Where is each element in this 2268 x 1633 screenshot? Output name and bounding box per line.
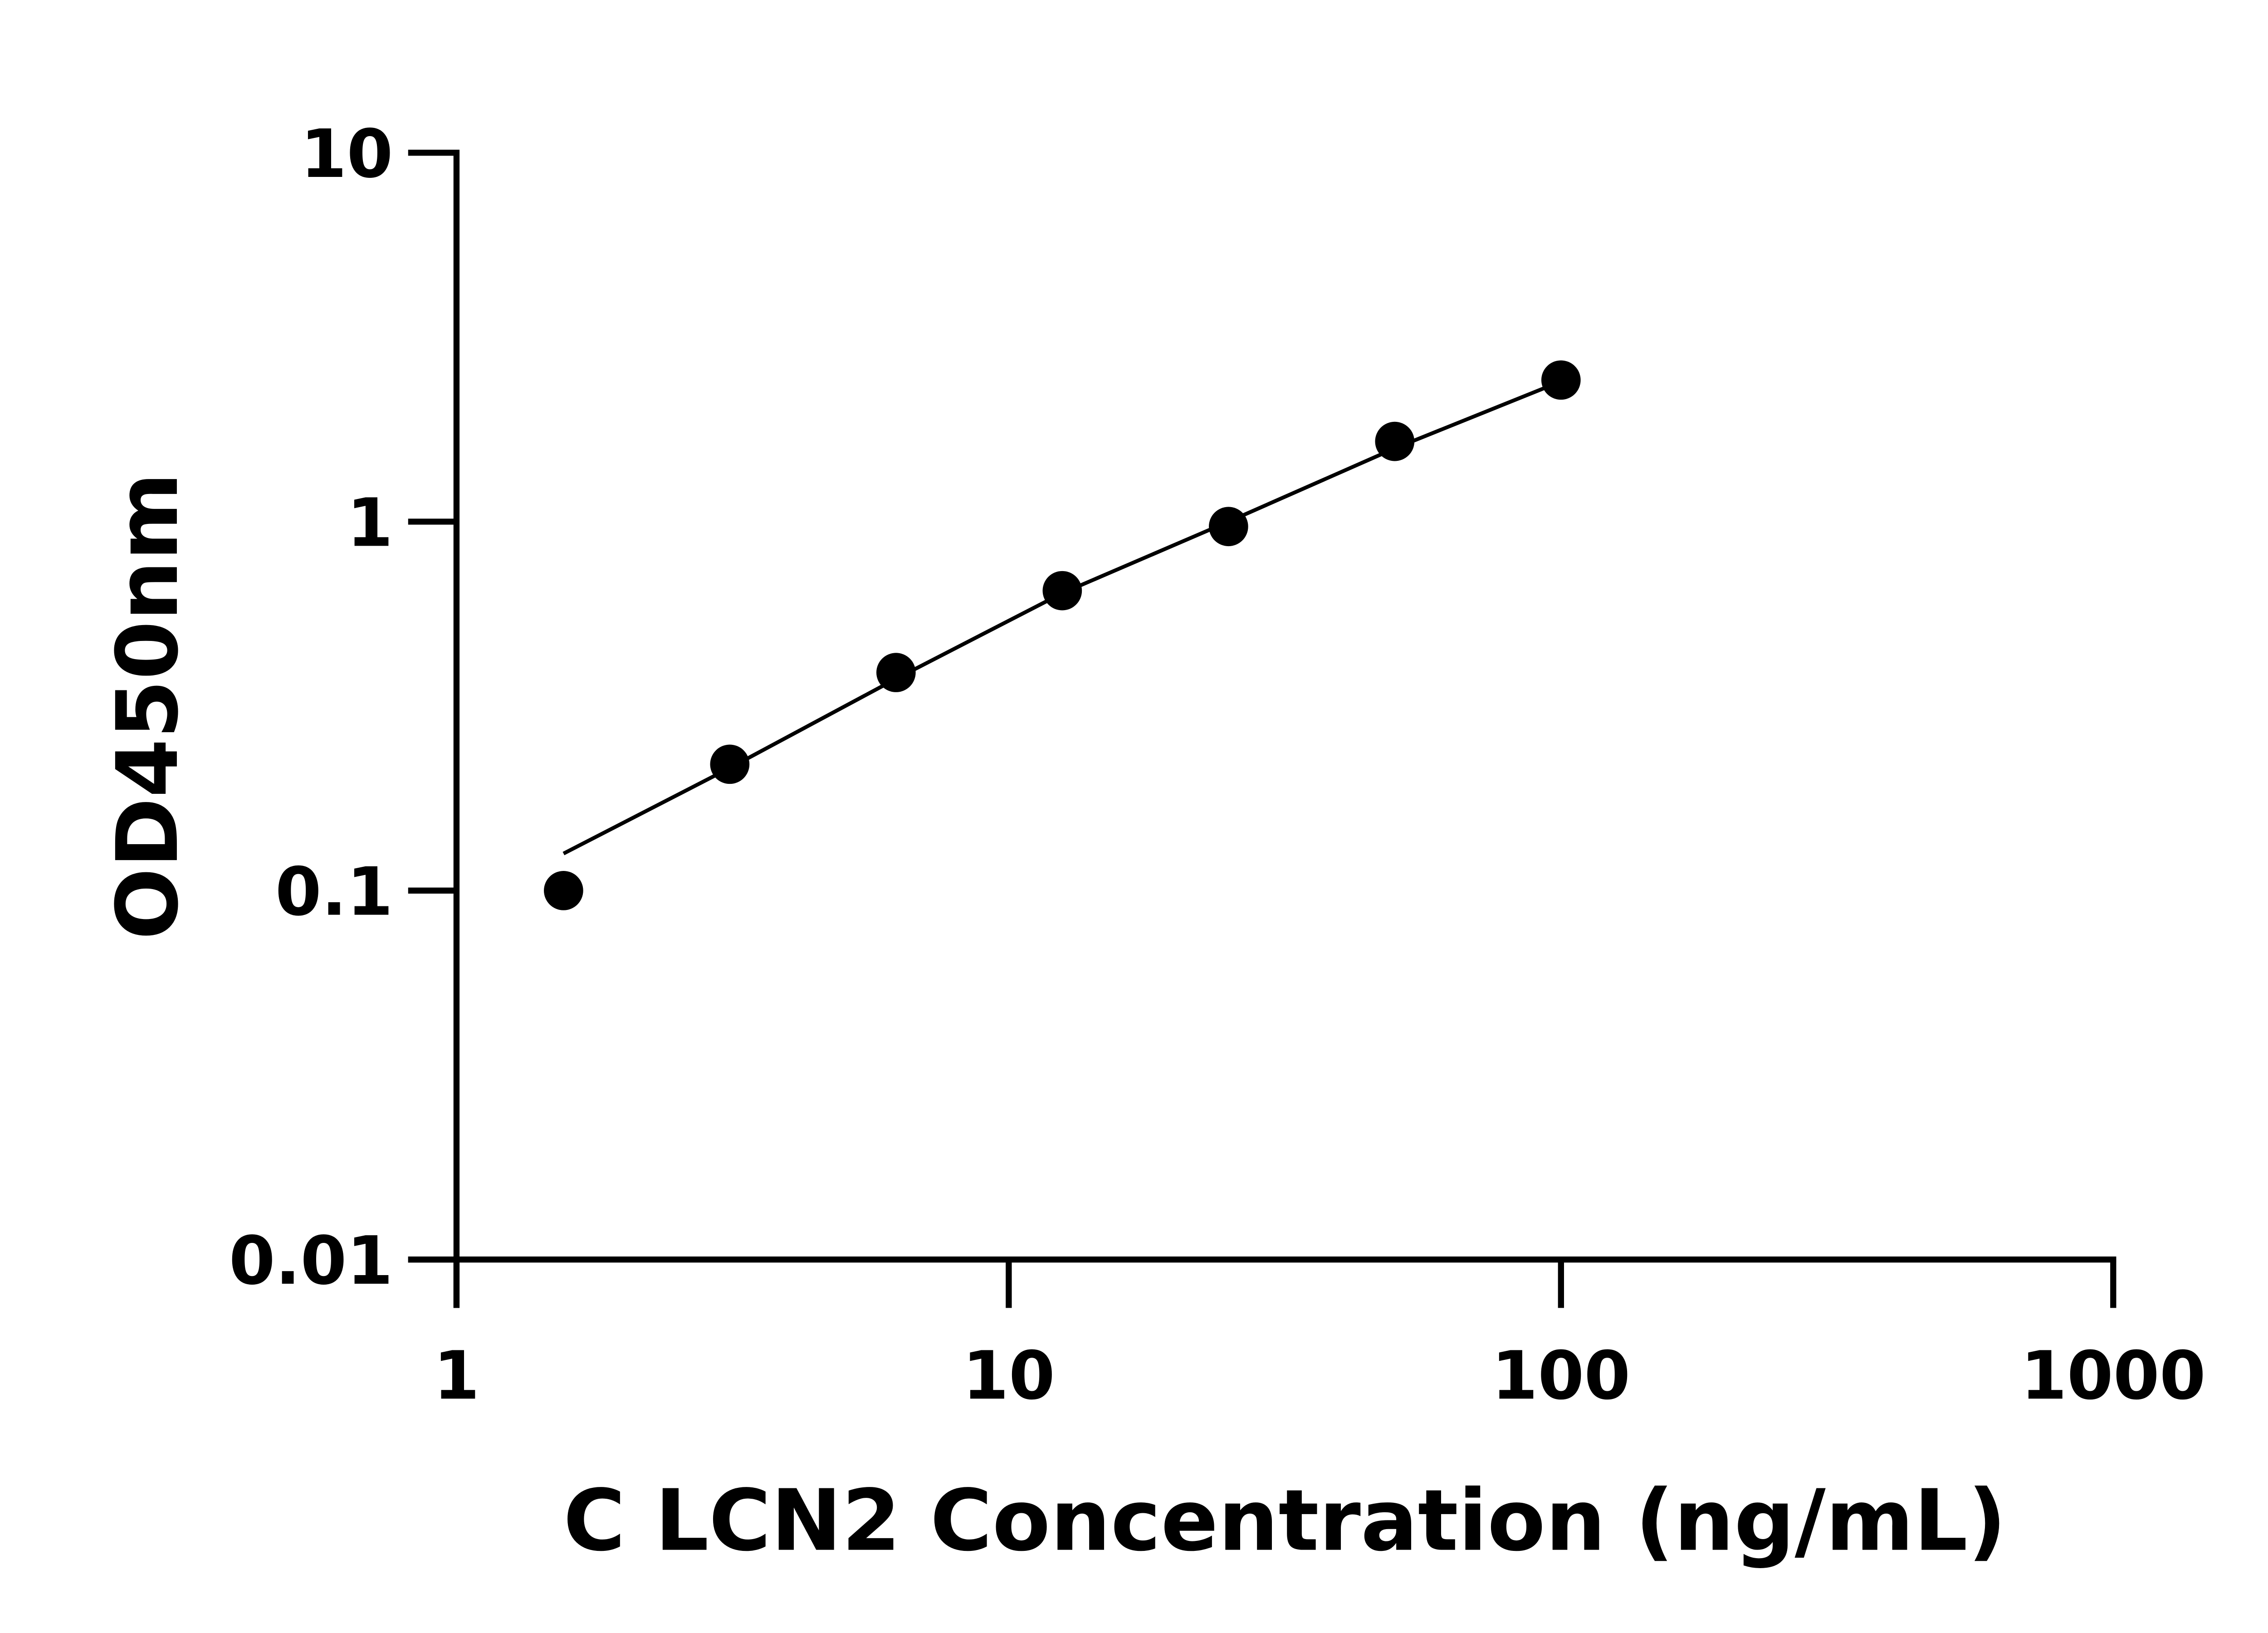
- y-tick-label: 1: [347, 484, 393, 562]
- y-axis-label: OD450nm: [99, 472, 197, 940]
- data-point: [544, 871, 583, 910]
- axes: [408, 150, 2116, 1308]
- data-point: [876, 653, 916, 692]
- data-point: [1042, 571, 1082, 611]
- y-tick-label: 0.1: [275, 853, 393, 931]
- data-point: [1541, 360, 1581, 400]
- data-point: [710, 744, 750, 784]
- data-point: [1209, 507, 1248, 547]
- fit-curve: [562, 379, 1562, 856]
- x-tick-label: 100: [1491, 1337, 1630, 1414]
- y-tick-label: 10: [300, 115, 393, 193]
- x-tick-label: 1000: [2021, 1337, 2206, 1414]
- y-tick-label: 0.01: [229, 1222, 393, 1300]
- data-point: [1375, 421, 1415, 461]
- x-tick-label: 1: [433, 1337, 479, 1414]
- x-axis-label: C LCN2 Concentration (ng/mL): [563, 1472, 2007, 1570]
- x-tick-label: 10: [963, 1337, 1055, 1414]
